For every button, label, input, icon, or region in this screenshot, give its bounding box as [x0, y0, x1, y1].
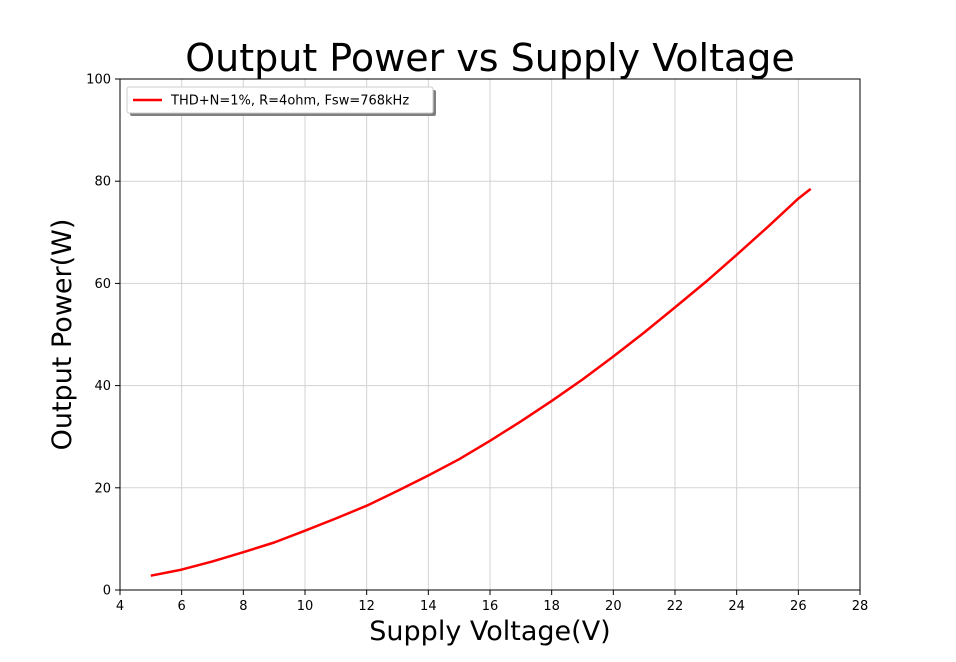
- legend-box: [126, 86, 434, 114]
- x-axis-ticks: 4 6 8 10 12 14 16 18 20 22 24 26 28: [116, 590, 868, 614]
- chart-title: Output Power vs Supply Voltage: [185, 36, 795, 80]
- legend-entry-label: THD+N=1%, R=4ohm, Fsw=768kHz: [170, 94, 409, 109]
- series-line: [150, 187, 812, 577]
- y-tick-label: 40: [94, 379, 111, 394]
- x-tick-label: 16: [482, 599, 499, 614]
- y-tick-label: 100: [86, 73, 111, 88]
- y-tick-label: 80: [94, 175, 111, 190]
- x-tick-label: 18: [543, 599, 560, 614]
- x-tick-label: 24: [728, 599, 745, 614]
- x-tick-label: 28: [852, 599, 869, 614]
- y-axis-ticks: 0 20 40 60 80 100: [86, 73, 120, 599]
- x-tick-label: 6: [178, 599, 186, 614]
- y-tick-label: 20: [94, 481, 111, 496]
- y-tick-label: 60: [94, 277, 111, 292]
- x-tick-label: 4: [116, 599, 124, 614]
- series-layer: [150, 187, 812, 577]
- x-tick-label: 8: [239, 599, 247, 614]
- x-tick-label: 20: [605, 599, 622, 614]
- x-tick-label: 10: [297, 599, 314, 614]
- x-tick-label: 12: [358, 599, 375, 614]
- x-tick-label: 22: [667, 599, 684, 614]
- y-tick-label: 0: [103, 584, 111, 599]
- x-tick-label: 14: [420, 599, 437, 614]
- legend: THD+N=1%, R=4ohm, Fsw=768kHz: [126, 86, 436, 116]
- y-axis-label: Output Power(W): [47, 219, 78, 451]
- x-tick-label: 26: [790, 599, 807, 614]
- x-axis-label: Supply Voltage(V): [369, 616, 610, 647]
